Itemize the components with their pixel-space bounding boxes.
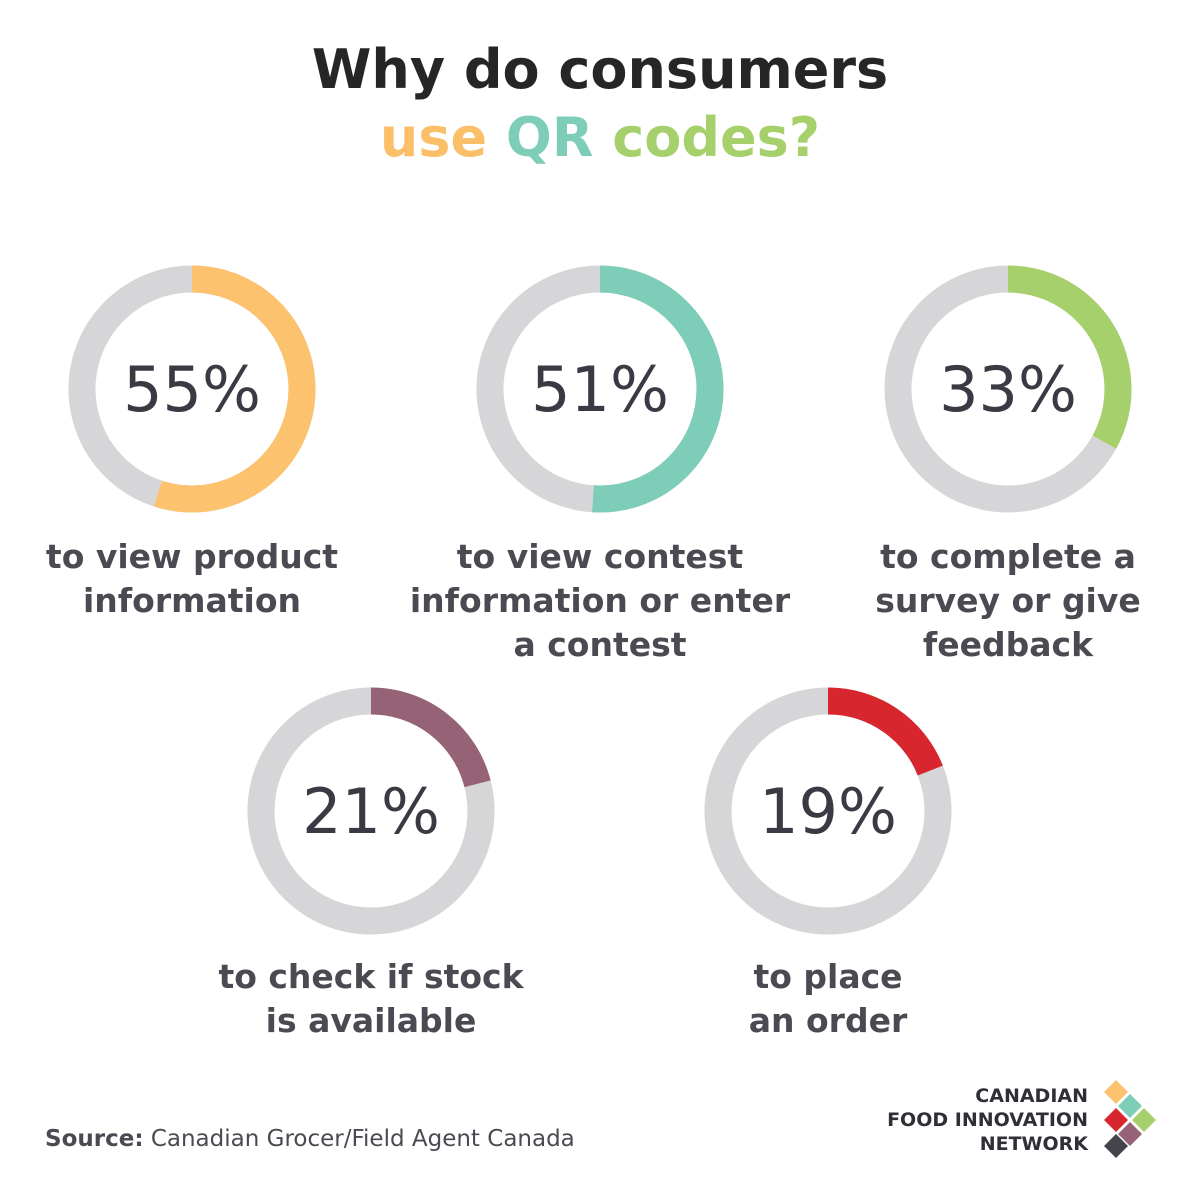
source-text: Canadian Grocer/Field Agent Canada bbox=[150, 1126, 575, 1152]
logo-tile bbox=[1118, 1094, 1142, 1118]
cfin-logo: CANADIAN FOOD INNOVATION NETWORK bbox=[858, 1080, 1158, 1160]
caption-line: information or enter bbox=[409, 581, 791, 620]
donut-caption-3: to complete a survey or give feedback bbox=[798, 535, 1200, 667]
caption-line: a contest bbox=[513, 625, 687, 664]
donut-5: 19% bbox=[698, 681, 958, 941]
logo-line-3: NETWORK bbox=[979, 1133, 1088, 1155]
source-note: Source: Canadian Grocer/Field Agent Cana… bbox=[45, 1126, 575, 1152]
donut-value-arc bbox=[704, 687, 952, 935]
donut-value-label: 51% bbox=[531, 353, 669, 426]
title-word-qr: QR bbox=[505, 106, 594, 169]
donut-value-label: 21% bbox=[302, 775, 440, 848]
donut-3: 33% bbox=[878, 259, 1138, 519]
caption-line: information bbox=[82, 581, 301, 620]
caption-line: survey or give bbox=[875, 581, 1141, 620]
title-line-1: Why do consumers bbox=[311, 38, 889, 101]
title-word-use: use bbox=[379, 106, 488, 169]
donut-value-arc bbox=[476, 265, 724, 513]
donut-4: 21% bbox=[241, 681, 501, 941]
caption-line: an order bbox=[748, 1001, 908, 1040]
logo-tile bbox=[1118, 1122, 1142, 1146]
donut-value-label: 19% bbox=[759, 775, 897, 848]
donut-svg: 19% bbox=[704, 687, 952, 935]
donut-svg: 55% bbox=[68, 265, 316, 513]
donut-1: 55% bbox=[62, 259, 322, 519]
donut-value-arc bbox=[68, 265, 316, 513]
title-word-codes: codes? bbox=[612, 106, 821, 169]
logo-tile bbox=[1104, 1080, 1128, 1104]
donut-svg: 51% bbox=[476, 265, 724, 513]
donut-caption-5: to place an order bbox=[618, 955, 1038, 1043]
title-line-2: use QR codes? bbox=[0, 106, 1200, 170]
donut-svg: 21% bbox=[247, 687, 495, 935]
donut-2: 51% bbox=[470, 259, 730, 519]
caption-line: to place bbox=[753, 957, 903, 996]
donut-svg: 33% bbox=[884, 265, 1132, 513]
donut-caption-2: to view contest information or enter a con… bbox=[390, 535, 810, 667]
caption-line: to view contest bbox=[456, 537, 744, 576]
logo-diamond-mark bbox=[1104, 1080, 1156, 1158]
caption-line: to complete a bbox=[880, 537, 1136, 576]
donut-value-label: 33% bbox=[939, 353, 1077, 426]
donut-value-arc bbox=[884, 265, 1132, 513]
donut-value-arc bbox=[247, 687, 495, 935]
source-label: Source: bbox=[45, 1126, 144, 1152]
caption-line: to check if stock bbox=[218, 957, 524, 996]
logo-tile bbox=[1104, 1134, 1128, 1158]
logo-line-2: FOOD INNOVATION bbox=[887, 1109, 1088, 1131]
caption-line: to view product bbox=[45, 537, 339, 576]
caption-line: is available bbox=[265, 1001, 477, 1040]
logo-tile bbox=[1104, 1108, 1128, 1132]
donut-caption-1: to view product information bbox=[0, 535, 402, 623]
caption-line: feedback bbox=[922, 625, 1094, 664]
donut-caption-4: to check if stock is available bbox=[161, 955, 581, 1043]
donut-value-label: 55% bbox=[123, 353, 261, 426]
logo-tile bbox=[1132, 1108, 1156, 1132]
logo-line-1: CANADIAN bbox=[975, 1085, 1088, 1107]
logo-text: CANADIAN FOOD INNOVATION NETWORK bbox=[887, 1084, 1088, 1156]
